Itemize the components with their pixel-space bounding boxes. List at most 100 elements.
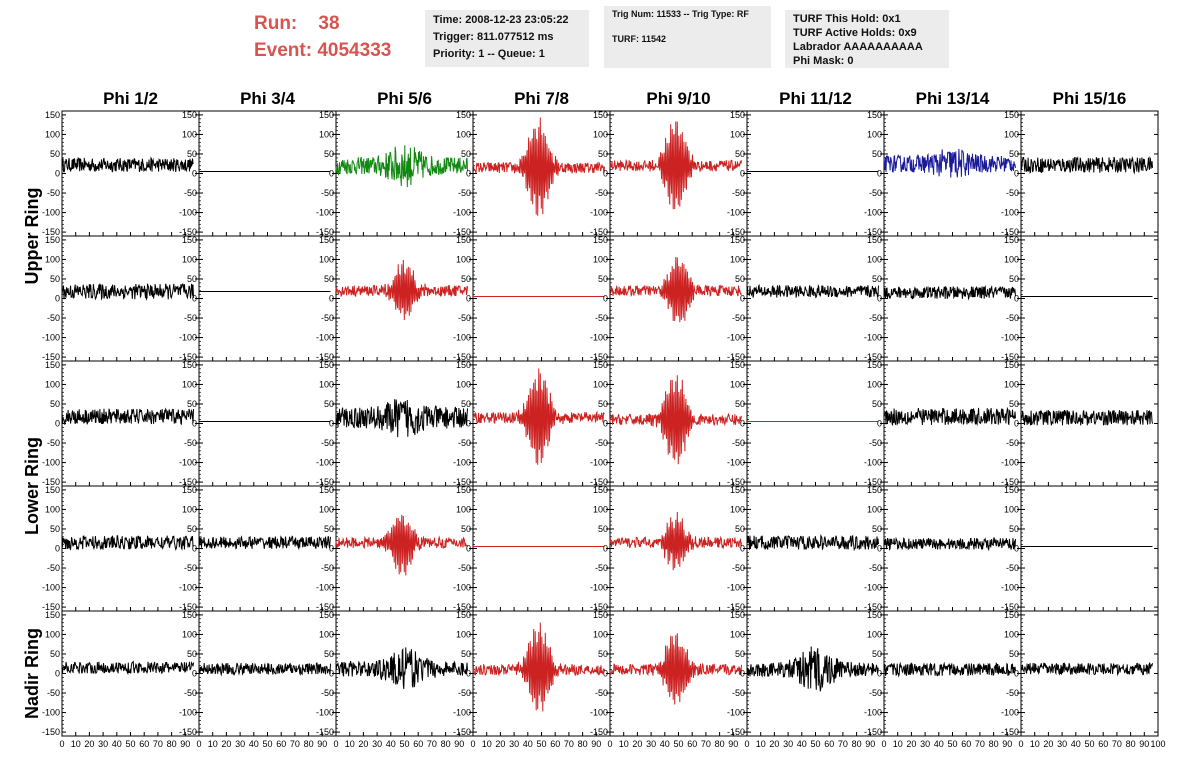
y-tick-label: -100	[1001, 583, 1019, 593]
y-tick-label: 150	[45, 485, 60, 495]
y-tick-label: 0	[192, 419, 197, 429]
x-tick-label: 40	[660, 739, 670, 749]
y-tick-label: 100	[182, 379, 197, 389]
y-tick-label: 50	[50, 149, 60, 159]
x-tick-label: 80	[989, 739, 999, 749]
y-tick-label: 0	[329, 669, 334, 679]
y-tick-label: 100	[319, 129, 334, 139]
x-tick-label: 20	[769, 739, 779, 749]
y-tick-label: -50	[595, 563, 608, 573]
y-tick-label: -150	[179, 727, 197, 737]
y-tick-label: -100	[42, 708, 60, 718]
y-tick-label: -50	[184, 563, 197, 573]
waveform-trace	[746, 533, 879, 552]
y-tick-label: -150	[316, 602, 334, 612]
turf-hold-line: TURF This Hold: 0x1	[793, 13, 901, 25]
y-tick-label: 0	[329, 169, 334, 179]
y-tick-label: -100	[316, 708, 334, 718]
waveform-trace	[472, 117, 605, 216]
y-tick-label: 100	[319, 629, 334, 639]
panel-frame	[1020, 110, 1159, 237]
y-tick-label: 50	[1009, 524, 1019, 534]
y-tick-label: 150	[593, 235, 608, 245]
y-tick-label: -100	[864, 583, 882, 593]
y-tick-label: -50	[1006, 688, 1019, 698]
y-tick-label: 50	[187, 649, 197, 659]
x-tick-label: 40	[386, 739, 396, 749]
y-tick-label: -50	[1006, 438, 1019, 448]
waveform-trace	[335, 399, 468, 438]
y-tick-label: 50	[324, 399, 334, 409]
y-tick-label: -150	[42, 602, 60, 612]
y-tick-label: -150	[453, 727, 471, 737]
y-tick-label: 100	[182, 129, 197, 139]
y-tick-label: 50	[324, 149, 334, 159]
waveform-trace	[1020, 662, 1153, 677]
y-tick-label: 50	[187, 274, 197, 284]
y-tick-label: -100	[590, 333, 608, 343]
x-tick-label: 90	[1002, 739, 1012, 749]
x-tick-label: 70	[427, 739, 437, 749]
x-tick-label: 50	[125, 739, 135, 749]
y-tick-label: 100	[1004, 504, 1019, 514]
y-tick-label: -100	[727, 458, 745, 468]
y-tick-label: -100	[179, 208, 197, 218]
y-tick-label: 0	[55, 669, 60, 679]
y-tick-label: -150	[864, 602, 882, 612]
y-tick-label: 100	[319, 254, 334, 264]
x-tick-label: 80	[441, 739, 451, 749]
y-tick-label: -150	[590, 227, 608, 237]
y-tick-label: 150	[867, 235, 882, 245]
y-tick-label: -50	[47, 313, 60, 323]
y-tick-label: -100	[1001, 708, 1019, 718]
y-tick-label: 50	[735, 149, 745, 159]
x-tick-label: 70	[290, 739, 300, 749]
y-tick-label: 0	[192, 669, 197, 679]
y-tick-label: 0	[740, 419, 745, 429]
y-tick-label: 150	[182, 110, 197, 120]
y-tick-label: -50	[47, 188, 60, 198]
y-tick-label: 150	[1004, 110, 1019, 120]
waveform-trace	[61, 407, 194, 426]
x-tick-label: 20	[84, 739, 94, 749]
y-tick-label: -50	[595, 438, 608, 448]
y-tick-label: -150	[179, 602, 197, 612]
y-tick-label: -150	[179, 227, 197, 237]
waveform-trace	[61, 283, 194, 301]
y-tick-label: -150	[179, 477, 197, 487]
x-tick-label: 20	[1043, 739, 1053, 749]
y-tick-label: 0	[466, 419, 471, 429]
y-tick-label: -100	[179, 333, 197, 343]
x-tick-label: 10	[208, 739, 218, 749]
y-tick-label: 0	[466, 544, 471, 554]
y-tick-label: 150	[867, 360, 882, 370]
y-tick-label: 50	[461, 649, 471, 659]
x-tick-label: 70	[1112, 739, 1122, 749]
column-header: Phi 15/16	[1053, 89, 1127, 108]
x-tick-label: 50	[262, 739, 272, 749]
y-tick-label: -150	[316, 227, 334, 237]
y-tick-label: 50	[187, 399, 197, 409]
x-tick-label: 60	[139, 739, 149, 749]
event-value: 4054333	[317, 40, 392, 61]
x-tick-label: 0	[470, 739, 475, 749]
waveform-trace	[609, 511, 742, 571]
y-tick-label: -150	[727, 227, 745, 237]
y-tick-label: -50	[732, 438, 745, 448]
y-tick-label: -150	[727, 352, 745, 362]
y-tick-label: 100	[730, 254, 745, 264]
waveform-trace	[61, 156, 194, 173]
y-tick-label: -50	[595, 688, 608, 698]
waveform-trace	[198, 661, 331, 677]
y-tick-label: 100	[867, 504, 882, 514]
y-tick-label: -50	[47, 688, 60, 698]
x-tick-label: 80	[715, 739, 725, 749]
x-tick-label: 30	[509, 739, 519, 749]
y-tick-label: 100	[456, 629, 471, 639]
waveform-trace	[198, 535, 331, 551]
turf-line: TURF: 11542	[612, 34, 667, 44]
y-tick-label: 50	[461, 274, 471, 284]
y-tick-label: 150	[730, 610, 745, 620]
y-tick-label: 150	[730, 110, 745, 120]
